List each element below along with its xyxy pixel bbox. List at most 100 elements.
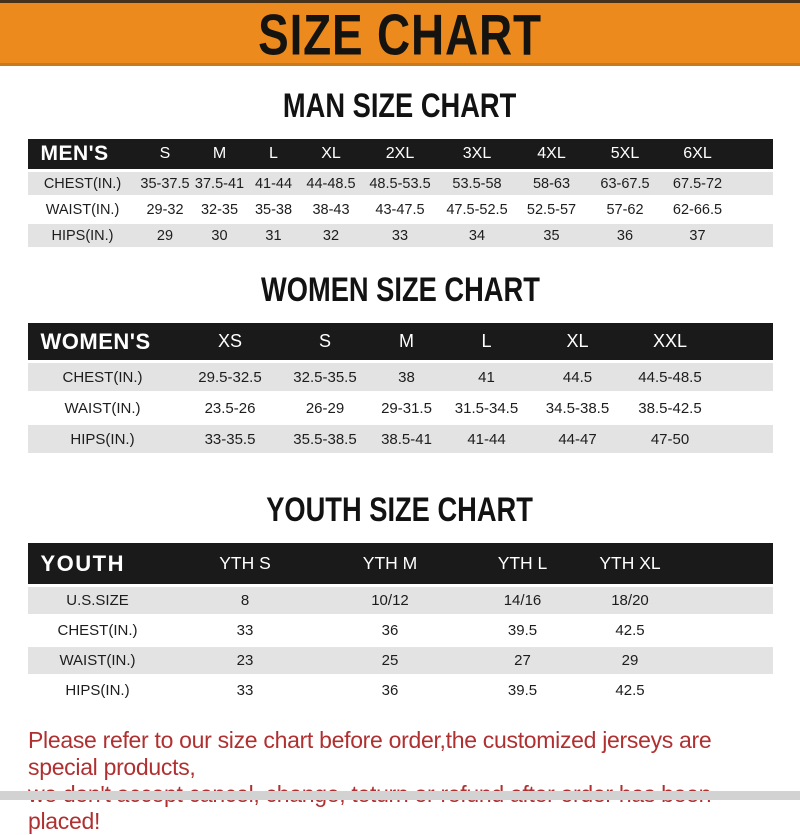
size-value-cell: 29.5-32.5	[177, 363, 283, 391]
column-header: S	[137, 139, 193, 169]
size-value-cell: 62-66.5	[662, 198, 773, 221]
size-value-cell: 31	[246, 224, 301, 247]
size-value-cell: 42.5	[587, 617, 773, 644]
table-row-chest: CHEST(IN.) 33 36 39.5 42.5	[27, 617, 773, 644]
size-value-cell: 25	[322, 647, 458, 674]
size-value-cell: 32	[300, 224, 362, 247]
row-label: HIPS(IN.)	[27, 677, 168, 704]
column-header: L	[246, 139, 301, 169]
man-section-heading: MAN SIZE CHART	[0, 86, 800, 125]
size-value-cell: 42.5	[587, 677, 773, 704]
size-value-cell: 38.5-41	[367, 425, 446, 453]
size-value-cell: 33	[167, 677, 323, 704]
size-value-cell: 44-48.5	[300, 172, 362, 195]
size-value-cell: 35	[515, 224, 588, 247]
size-value-cell: 36	[322, 677, 458, 704]
size-value-cell: 63-67.5	[587, 172, 663, 195]
size-value-cell: 41-44	[246, 172, 301, 195]
size-value-cell: 37	[662, 224, 773, 247]
size-value-cell: 31.5-34.5	[445, 394, 528, 422]
size-value-cell: 33-35.5	[177, 425, 283, 453]
size-value-cell: 38-43	[300, 198, 362, 221]
size-value-cell: 41	[445, 363, 528, 391]
size-value-cell: 34	[438, 224, 516, 247]
table-row-waist: WAIST(IN.) 23.5-26 26-29 29-31.5 31.5-34…	[27, 394, 773, 422]
row-label: WAIST(IN.)	[27, 394, 178, 422]
size-value-cell: 32-35	[192, 198, 247, 221]
disclaimer-line-2: we don't accept cancel, change, teturn o…	[28, 781, 711, 834]
row-label: CHEST(IN.)	[27, 363, 178, 391]
size-value-cell: 32.5-35.5	[282, 363, 368, 391]
disclaimer-text: Please refer to our size chart before or…	[0, 727, 800, 835]
size-value-cell: 43-47.5	[361, 198, 439, 221]
size-value-cell: 47-50	[627, 425, 773, 453]
size-value-cell: 41-44	[445, 425, 528, 453]
row-label: WAIST(IN.)	[27, 198, 138, 221]
youth-section-heading-text: YOUTH SIZE CHART	[266, 490, 534, 529]
disclaimer-line-1: Please refer to our size chart before or…	[28, 727, 712, 780]
size-value-cell: 34.5-38.5	[527, 394, 628, 422]
size-value-cell: 29-32	[137, 198, 193, 221]
size-value-cell: 44.5	[527, 363, 628, 391]
column-header: YTH XL	[587, 543, 773, 584]
size-value-cell: 23	[167, 647, 323, 674]
row-label: CHEST(IN.)	[27, 617, 168, 644]
column-header: S	[282, 323, 368, 360]
size-value-cell: 33	[167, 617, 323, 644]
size-value-cell: 27	[457, 647, 588, 674]
size-value-cell: 44-47	[527, 425, 628, 453]
size-value-cell: 38	[367, 363, 446, 391]
size-value-cell: 29	[587, 647, 773, 674]
column-header: YTH M	[322, 543, 458, 584]
row-label: CHEST(IN.)	[27, 172, 138, 195]
womens-size-table: WOMEN'S XS S M L XL XXL CHEST(IN.) 29.5-…	[27, 320, 773, 456]
column-header: L	[445, 323, 528, 360]
size-value-cell: 67.5-72	[662, 172, 773, 195]
column-header: 2XL	[361, 139, 439, 169]
youth-header-row: YOUTH YTH S YTH M YTH L YTH XL	[27, 543, 773, 584]
size-value-cell: 53.5-58	[438, 172, 516, 195]
womens-corner-label: WOMEN'S	[27, 323, 178, 360]
women-section-heading: WOMEN SIZE CHART	[0, 270, 800, 309]
mens-size-table: MEN'S S M L XL 2XL 3XL 4XL 5XL 6XL CHEST…	[27, 136, 773, 250]
column-header: XL	[300, 139, 362, 169]
size-value-cell: 39.5	[457, 677, 588, 704]
table-row-chest: CHEST(IN.) 35-37.5 37.5-41 41-44 44-48.5…	[27, 172, 773, 195]
column-header: 6XL	[662, 139, 773, 169]
bottom-edge-strip	[0, 791, 800, 800]
size-value-cell: 47.5-52.5	[438, 198, 516, 221]
column-header: 3XL	[438, 139, 516, 169]
column-header: YTH S	[167, 543, 323, 584]
banner-title: SIZE CHART	[258, 2, 542, 67]
youth-section-heading: YOUTH SIZE CHART	[0, 490, 800, 529]
women-section-heading-text: WOMEN SIZE CHART	[260, 270, 540, 309]
size-value-cell: 8	[167, 587, 323, 614]
womens-header-row: WOMEN'S XS S M L XL XXL	[27, 323, 773, 360]
column-header: M	[367, 323, 446, 360]
size-value-cell: 35-38	[246, 198, 301, 221]
row-label: HIPS(IN.)	[27, 425, 178, 453]
mens-corner-label: MEN'S	[27, 139, 138, 169]
size-value-cell: 10/12	[322, 587, 458, 614]
size-value-cell: 33	[361, 224, 439, 247]
row-label: WAIST(IN.)	[27, 647, 168, 674]
table-row-hips: HIPS(IN.) 33-35.5 35.5-38.5 38.5-41 41-4…	[27, 425, 773, 453]
column-header: XXL	[627, 323, 773, 360]
column-header: 4XL	[515, 139, 588, 169]
size-value-cell: 39.5	[457, 617, 588, 644]
size-value-cell: 38.5-42.5	[627, 394, 773, 422]
size-value-cell: 29	[137, 224, 193, 247]
column-header: XL	[527, 323, 628, 360]
row-label: HIPS(IN.)	[27, 224, 138, 247]
table-row-hips: HIPS(IN.) 29 30 31 32 33 34 35 36 37	[27, 224, 773, 247]
table-row-waist: WAIST(IN.) 29-32 32-35 35-38 38-43 43-47…	[27, 198, 773, 221]
mens-header-row: MEN'S S M L XL 2XL 3XL 4XL 5XL 6XL	[27, 139, 773, 169]
column-header: 5XL	[587, 139, 663, 169]
size-value-cell: 23.5-26	[177, 394, 283, 422]
column-header: XS	[177, 323, 283, 360]
size-value-cell: 35-37.5	[137, 172, 193, 195]
size-value-cell: 36	[587, 224, 663, 247]
size-value-cell: 26-29	[282, 394, 368, 422]
size-value-cell: 30	[192, 224, 247, 247]
row-label: U.S.SIZE	[27, 587, 168, 614]
